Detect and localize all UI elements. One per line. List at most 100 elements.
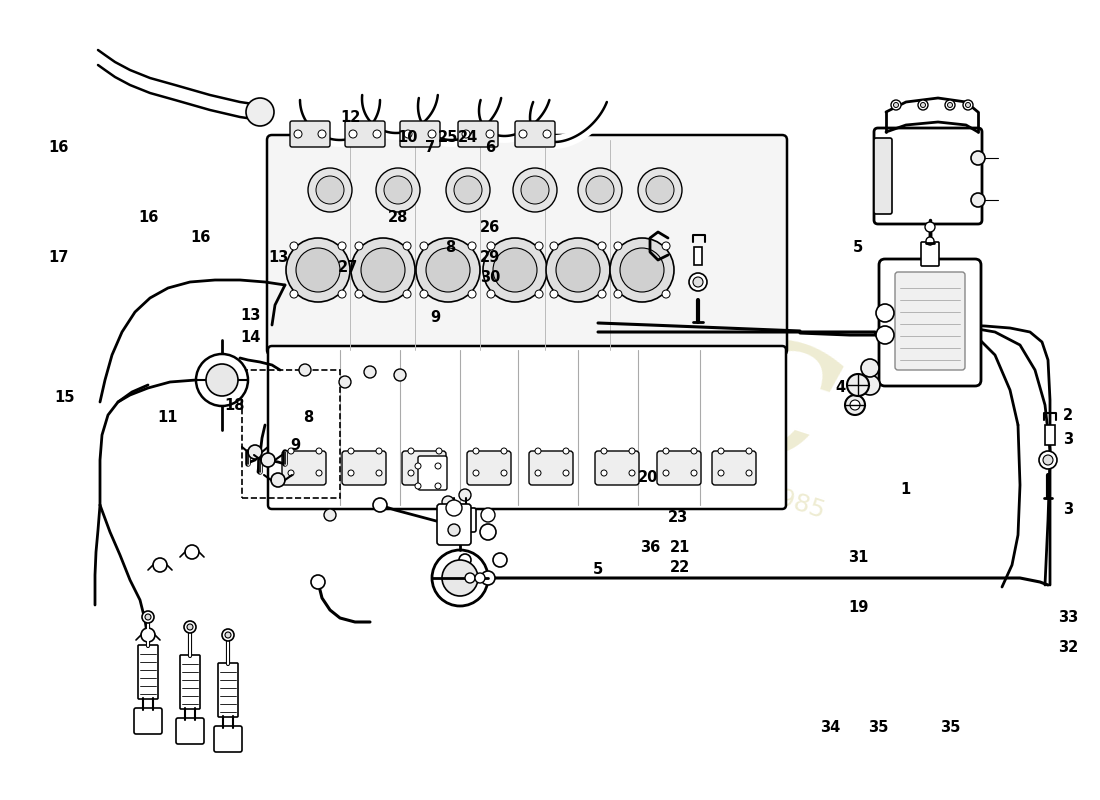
Text: 25: 25 — [438, 130, 459, 146]
Circle shape — [185, 545, 199, 559]
Circle shape — [222, 629, 234, 641]
Circle shape — [962, 100, 974, 110]
FancyBboxPatch shape — [345, 121, 385, 147]
Circle shape — [586, 176, 614, 204]
FancyBboxPatch shape — [515, 121, 556, 147]
FancyBboxPatch shape — [895, 272, 965, 370]
Circle shape — [689, 273, 707, 291]
Bar — [1045, 425, 1055, 445]
Circle shape — [206, 364, 238, 396]
Text: 8: 8 — [302, 410, 313, 426]
Circle shape — [288, 470, 294, 476]
Text: 26: 26 — [480, 221, 501, 235]
Circle shape — [459, 554, 471, 566]
FancyBboxPatch shape — [176, 718, 204, 744]
Circle shape — [141, 628, 155, 642]
Circle shape — [416, 238, 480, 302]
Text: 1: 1 — [900, 482, 910, 498]
Text: 28: 28 — [388, 210, 408, 226]
Circle shape — [521, 176, 549, 204]
Circle shape — [246, 98, 274, 126]
Circle shape — [462, 130, 470, 138]
Circle shape — [480, 524, 496, 540]
FancyBboxPatch shape — [282, 451, 326, 485]
Circle shape — [693, 277, 703, 287]
Circle shape — [436, 448, 442, 454]
FancyBboxPatch shape — [921, 242, 939, 266]
Circle shape — [563, 470, 569, 476]
Text: 16: 16 — [138, 210, 158, 226]
Bar — [694, 247, 702, 265]
Text: 10: 10 — [398, 130, 418, 146]
Circle shape — [947, 102, 953, 107]
Circle shape — [629, 448, 635, 454]
Circle shape — [891, 100, 901, 110]
FancyBboxPatch shape — [595, 451, 639, 485]
Text: 3: 3 — [1063, 433, 1074, 447]
Circle shape — [578, 168, 621, 212]
Circle shape — [338, 290, 346, 298]
Text: 3: 3 — [1063, 502, 1074, 518]
Circle shape — [299, 364, 311, 376]
Circle shape — [481, 508, 495, 522]
FancyBboxPatch shape — [879, 259, 981, 386]
Text: 19: 19 — [848, 601, 868, 615]
Circle shape — [543, 130, 551, 138]
Circle shape — [535, 242, 543, 250]
Text: 14: 14 — [240, 330, 261, 346]
Circle shape — [535, 290, 543, 298]
Text: a passion for cars since 1985: a passion for cars since 1985 — [472, 387, 828, 523]
Circle shape — [847, 374, 869, 396]
Circle shape — [500, 448, 507, 454]
Circle shape — [361, 248, 405, 292]
Circle shape — [921, 102, 925, 107]
Circle shape — [535, 448, 541, 454]
Circle shape — [404, 130, 412, 138]
Circle shape — [351, 238, 415, 302]
Circle shape — [500, 470, 507, 476]
Circle shape — [550, 290, 558, 298]
Text: 7: 7 — [425, 141, 436, 155]
FancyBboxPatch shape — [529, 451, 573, 485]
Text: EPC: EPC — [451, 240, 849, 500]
Circle shape — [408, 470, 414, 476]
Circle shape — [376, 168, 420, 212]
Text: 22: 22 — [670, 561, 690, 575]
Circle shape — [601, 470, 607, 476]
Text: 33: 33 — [1058, 610, 1078, 626]
Circle shape — [434, 463, 441, 469]
FancyBboxPatch shape — [874, 128, 982, 224]
Circle shape — [610, 238, 674, 302]
Text: 11: 11 — [157, 410, 178, 426]
Circle shape — [459, 489, 471, 501]
Circle shape — [286, 238, 350, 302]
FancyBboxPatch shape — [402, 451, 446, 485]
Circle shape — [519, 130, 527, 138]
Circle shape — [691, 470, 697, 476]
Circle shape — [142, 611, 154, 623]
Circle shape — [364, 366, 376, 378]
Circle shape — [614, 242, 622, 250]
FancyBboxPatch shape — [342, 451, 386, 485]
Circle shape — [408, 448, 414, 454]
FancyBboxPatch shape — [267, 135, 786, 355]
Circle shape — [394, 369, 406, 381]
Circle shape — [746, 470, 752, 476]
Circle shape — [486, 130, 494, 138]
Text: 5: 5 — [593, 562, 603, 578]
Circle shape — [493, 553, 507, 567]
FancyBboxPatch shape — [268, 346, 786, 509]
Text: 13: 13 — [267, 250, 288, 266]
Text: 12: 12 — [340, 110, 360, 126]
Circle shape — [196, 354, 248, 406]
Text: 34: 34 — [820, 721, 840, 735]
Circle shape — [376, 448, 382, 454]
Circle shape — [290, 290, 298, 298]
Circle shape — [384, 176, 412, 204]
Text: 31: 31 — [848, 550, 868, 566]
Text: 17: 17 — [47, 250, 68, 266]
Text: 4: 4 — [835, 381, 845, 395]
Circle shape — [442, 560, 478, 596]
Circle shape — [638, 168, 682, 212]
Circle shape — [601, 448, 607, 454]
